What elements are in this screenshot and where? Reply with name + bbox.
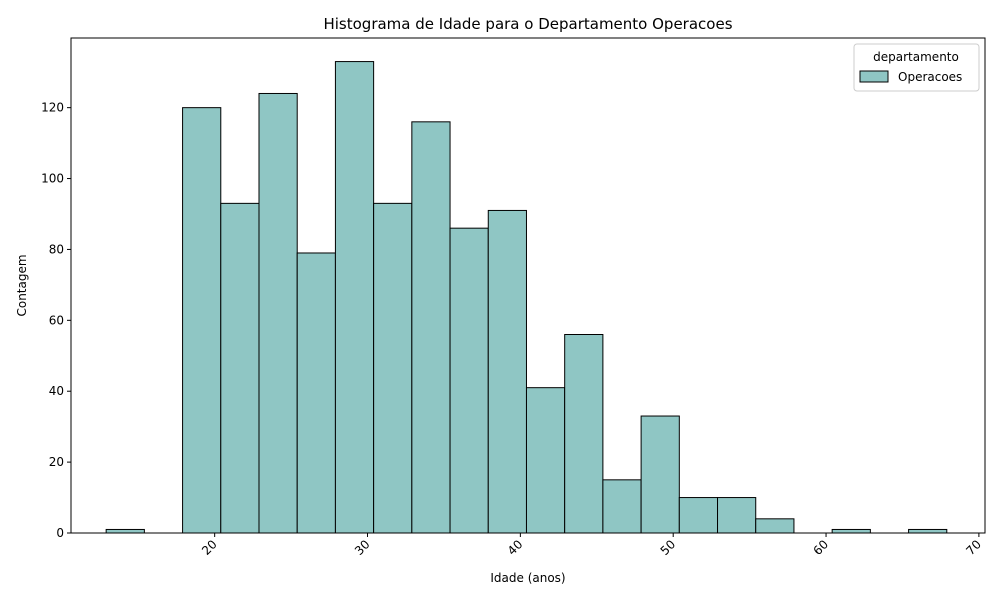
x-axis-label: Idade (anos) (490, 571, 565, 585)
x-tick-label: 50 (658, 537, 679, 558)
legend-entry-operacoes: Operacoes (898, 70, 962, 84)
histogram-bar (908, 528, 948, 534)
y-axis-label: Contagem (15, 254, 29, 316)
histogram-bar (182, 107, 222, 534)
histogram-bar (602, 479, 642, 534)
y-tick-label: 120 (41, 101, 64, 115)
y-axis-ticks: 0 20 40 60 80 100 120 (41, 101, 71, 540)
bars-group (105, 61, 948, 534)
histogram-bar (373, 202, 413, 534)
y-tick-label: 40 (49, 384, 64, 398)
x-tick-label: 20 (199, 537, 220, 558)
x-tick-label: 30 (352, 537, 373, 558)
histogram-bar (220, 202, 260, 534)
legend-swatch (859, 70, 889, 83)
histogram-bar (334, 61, 375, 534)
y-tick-label: 20 (49, 455, 64, 469)
x-tick-label: 40 (505, 537, 526, 558)
histogram-bar (105, 528, 145, 534)
histogram-bar (449, 227, 489, 534)
legend: departamento Operacoes (853, 43, 980, 92)
histogram-bar (831, 528, 871, 534)
histogram-bar (564, 334, 604, 534)
histogram-bar (678, 497, 719, 534)
histogram-bar (755, 518, 795, 534)
histogram-bar (258, 92, 298, 534)
legend-title: departamento (873, 50, 959, 64)
y-tick-label: 60 (49, 313, 64, 327)
x-tick-label: 70 (963, 537, 984, 558)
y-tick-label: 0 (56, 526, 64, 540)
histogram-bar (717, 497, 757, 534)
x-tick-label: 60 (810, 537, 831, 558)
chart-title: Histograma de Idade para o Departamento … (323, 15, 732, 33)
histogram-bar (296, 252, 336, 534)
y-tick-label: 100 (41, 172, 64, 186)
histogram-bar (525, 387, 566, 534)
histogram-bar (487, 209, 527, 534)
y-tick-label: 80 (49, 242, 64, 256)
histogram-bar (411, 121, 451, 534)
x-axis-ticks: 20 30 40 50 60 70 (199, 533, 984, 558)
histogram-bar (640, 415, 680, 534)
plot-frame (70, 37, 986, 534)
